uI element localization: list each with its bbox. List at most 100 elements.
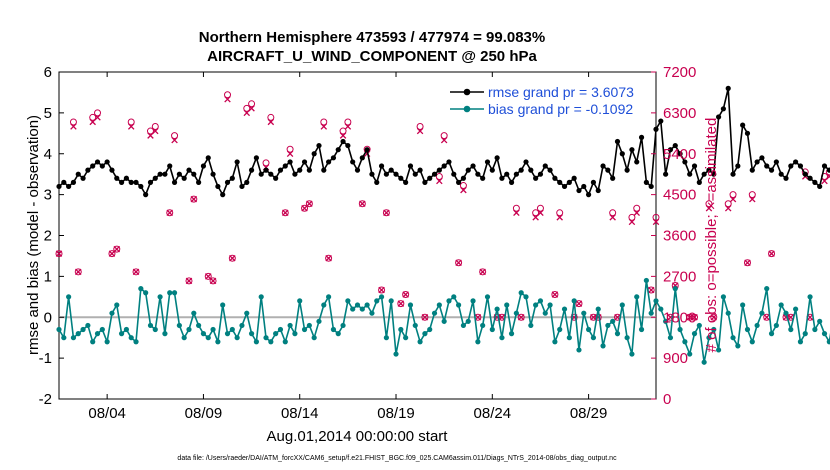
rmse-point: [301, 159, 308, 165]
bias-point: [508, 331, 515, 337]
bias-point: [345, 298, 351, 304]
bias-point: [340, 322, 346, 329]
x-tick-label: 08/19: [377, 405, 415, 422]
bias-point: [470, 298, 476, 304]
bias-point: [629, 351, 635, 357]
legend-rmse-label: rmse grand pr = 3.6073: [488, 84, 634, 100]
bias-point: [273, 331, 279, 337]
obs-possible-point: [479, 268, 487, 276]
y-tick-label: 6: [44, 64, 52, 81]
obs-assimilated-point: [209, 277, 217, 285]
bias-series: [56, 277, 830, 365]
rmse-point: [711, 171, 717, 177]
rmse-point: [682, 159, 688, 165]
y-tick-label: 1: [44, 268, 52, 285]
bias-point: [725, 310, 731, 316]
rmse-point: [66, 183, 72, 190]
obs-possible-point: [724, 200, 732, 208]
rmse-point: [576, 187, 582, 194]
rmse-point: [191, 171, 197, 177]
obs-assimilated-point: [826, 173, 830, 180]
rmse-point: [720, 106, 727, 112]
obs-possible-point: [339, 127, 347, 135]
obs-assimilated-point: [590, 313, 597, 321]
rmse-series: [56, 85, 830, 198]
obs-possible-point: [378, 286, 386, 294]
bias-point: [378, 294, 385, 300]
y-tick-label: 0: [44, 309, 52, 326]
obs-assimilated-point: [402, 291, 409, 298]
rmse-point: [658, 118, 664, 124]
rmse-point: [725, 85, 731, 91]
bias-point: [696, 322, 702, 329]
rmse-point: [354, 167, 361, 173]
rmse-point: [691, 163, 698, 169]
bias-point: [239, 322, 245, 329]
rmse-point: [157, 171, 163, 177]
obs-assimilated-point: [325, 254, 332, 262]
rmse-point: [494, 155, 500, 161]
bias-point: [754, 322, 760, 329]
rmse-point: [571, 175, 577, 181]
bias-point: [533, 302, 539, 308]
obs-assimilated-point: [74, 268, 82, 276]
rmse-point: [715, 114, 722, 120]
bias-point: [576, 347, 582, 353]
obs-possible-point: [344, 118, 352, 126]
y-right-tick-label: 900: [663, 350, 688, 367]
bias-point: [61, 335, 67, 341]
rmse-point: [210, 171, 216, 177]
rmse-point: [224, 179, 231, 185]
bias-point: [114, 302, 120, 308]
rmse-point: [90, 163, 96, 169]
obs-assimilated-point: [537, 209, 544, 217]
obs-assimilated-point: [647, 286, 655, 294]
chart-subtitle: AIRCRAFT_U_WIND_COMPONENT @ 250 hPa: [207, 48, 537, 65]
rmse-point: [277, 167, 284, 173]
obs-assimilated-point: [532, 214, 539, 221]
rmse-point: [422, 179, 428, 185]
rmse-point: [171, 179, 178, 185]
rmse-point: [696, 179, 702, 185]
bias-point: [634, 294, 640, 300]
obs-possible-point: [748, 191, 756, 199]
obs-possible-point: [421, 313, 429, 321]
obs-assimilated-point: [556, 214, 563, 221]
plot-area: [58, 71, 657, 400]
obs-assimilated-point: [108, 250, 116, 257]
bias-point: [691, 331, 698, 337]
obs-assimilated-point: [70, 123, 77, 130]
obs-assimilated-point: [460, 186, 467, 194]
bias-point: [720, 294, 727, 300]
bias-point: [393, 351, 399, 357]
rmse-point: [749, 167, 755, 173]
bias-point: [595, 306, 601, 312]
bias-point: [263, 335, 269, 341]
rmse-point: [118, 179, 125, 185]
obs-assimilated-point: [609, 214, 616, 221]
rmse-point: [677, 151, 683, 157]
bias-point: [326, 294, 332, 300]
rmse-point: [378, 163, 385, 169]
obs-assimilated-point: [339, 132, 347, 139]
obs-assimilated-point: [166, 209, 173, 217]
bias-point: [104, 339, 110, 345]
rmse-point: [735, 163, 741, 169]
y-right-tick-label: 1800: [663, 309, 696, 326]
chart-title: Northern Hemisphere 473593 / 477974 = 99…: [199, 29, 545, 46]
rmse-point: [638, 134, 645, 140]
rmse-point: [489, 167, 495, 173]
bias-point: [701, 359, 707, 365]
obs-possible-point: [633, 204, 641, 212]
obs-possible-point: [517, 313, 525, 321]
bias-point: [157, 294, 163, 300]
rmse-point: [56, 183, 62, 190]
obs-assimilated-point: [286, 150, 294, 158]
rmse-point: [552, 175, 558, 181]
obs-possible-point: [397, 300, 405, 308]
bias-point: [749, 339, 755, 345]
bias-point: [282, 339, 288, 345]
obs-possible-point: [228, 254, 236, 262]
bias-point: [566, 335, 572, 341]
obs-possible-point: [262, 159, 270, 167]
